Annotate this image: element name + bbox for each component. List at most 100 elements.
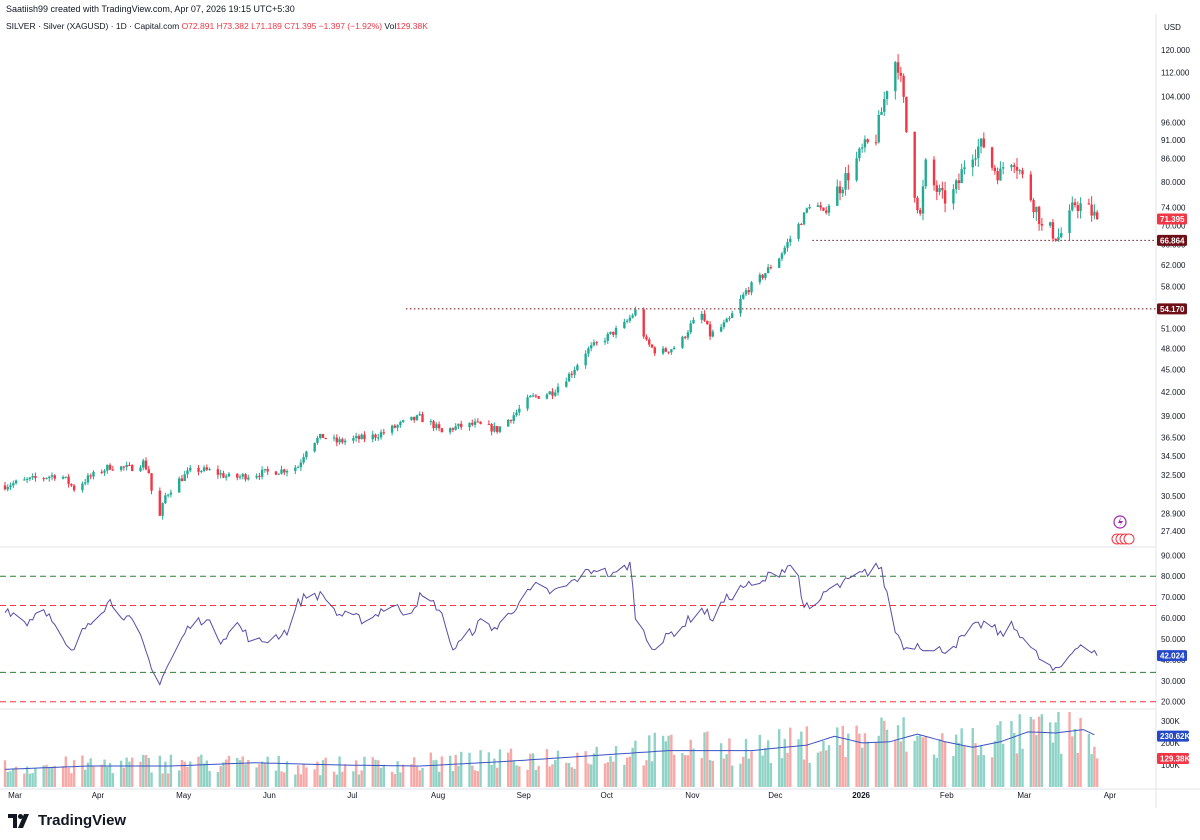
volume-tick-label: 100K: [1161, 761, 1180, 770]
volume-bar: [1015, 753, 1019, 787]
volume-bar: [963, 746, 966, 787]
volume-bar: [825, 750, 828, 787]
chart-canvas[interactable]: 120.000 112.000 104.000 96.000 91.000 86.000 8…: [0, 0, 1200, 808]
candle-body: [418, 414, 421, 416]
level-price-tag-text: 54.170: [1160, 305, 1185, 314]
candle-body: [719, 327, 723, 332]
volume-bar: [993, 741, 997, 787]
candle-body: [518, 408, 521, 413]
time-axis[interactable]: Mar Apr May Jun Jul Aug Sep Oct Nov Dec 2026 Feb Mar…: [8, 791, 1116, 800]
candle-body: [650, 344, 654, 348]
volume-bar: [299, 774, 303, 787]
volume-bar: [200, 754, 203, 787]
candle-body: [354, 435, 358, 438]
candle-body: [971, 159, 974, 168]
volume-bar: [454, 754, 457, 787]
candle-body: [534, 395, 538, 397]
candle-body: [952, 189, 955, 204]
volume-bar: [592, 753, 596, 787]
volume-bar: [730, 765, 734, 787]
volume-bar: [64, 756, 68, 787]
volume-bar: [241, 756, 244, 787]
candle-body: [612, 331, 615, 335]
volume-bar: [360, 770, 363, 787]
candle-body: [819, 205, 822, 208]
tradingview-logo[interactable]: TradingView: [8, 812, 126, 829]
volume-bar: [236, 757, 239, 787]
candle-body: [158, 490, 162, 516]
volume-bar: [565, 762, 568, 787]
volume-bar: [711, 760, 715, 787]
volume-bar: [429, 752, 433, 787]
volume-bar: [1013, 732, 1016, 787]
volume-bar: [177, 770, 181, 787]
candle-body: [108, 464, 112, 470]
candle-body: [166, 494, 170, 496]
volume-bar: [324, 757, 327, 787]
candle-body: [294, 467, 297, 471]
volume-bar: [661, 735, 665, 787]
candle-body: [747, 290, 750, 293]
candle-body: [761, 274, 764, 279]
candle-body: [1079, 203, 1082, 211]
price-tick-label: 112.000: [1161, 68, 1190, 77]
rsi-tick-label: 60.000: [1161, 614, 1186, 623]
candle-body: [64, 476, 68, 478]
volume-bar: [603, 763, 607, 787]
price-axis[interactable]: 120.000 112.000 104.000 96.000 91.000 86.000 8…: [1157, 46, 1190, 536]
rsi-axis[interactable]: 90.00080.00070.00060.00050.00040.00030.0…: [1157, 551, 1187, 707]
time-tick-label: Sep: [517, 791, 532, 800]
volume-bar: [589, 764, 593, 787]
volume-bar: [935, 758, 939, 787]
price-tick-label: 42.000: [1161, 388, 1186, 397]
volume-bar: [413, 757, 416, 787]
candle-body: [479, 421, 482, 424]
candle-body: [863, 139, 867, 148]
dividends-icon[interactable]: [1111, 533, 1135, 545]
volume-bar: [899, 741, 903, 787]
volume-bar: [609, 756, 612, 787]
volume-bar: [166, 773, 170, 787]
candle-body: [623, 321, 626, 329]
price-tick-label: 70.000: [1161, 221, 1186, 230]
volume-bar: [739, 763, 742, 787]
volume-bar: [977, 755, 980, 787]
volume-bar: [216, 772, 220, 787]
volume-bar: [531, 753, 535, 787]
candle-body: [360, 434, 363, 440]
candle-body: [266, 469, 269, 472]
candle-body: [943, 190, 947, 204]
candle-body: [841, 189, 844, 194]
candle-body: [382, 432, 386, 434]
candle-body: [742, 294, 745, 299]
volume-bar: [628, 756, 632, 787]
volume-bar: [48, 767, 51, 787]
candle-body: [1015, 166, 1019, 171]
symbol-label[interactable]: SILVER · Silver (XAGUSD) · 1D · Capital.…: [6, 21, 180, 31]
volume-bar: [296, 765, 300, 787]
volume-bar: [460, 751, 463, 787]
volume-bar: [238, 760, 242, 787]
volume-bar: [100, 764, 103, 787]
volume-bar: [111, 773, 115, 787]
candle-body: [437, 424, 441, 429]
volume-bar: [700, 758, 703, 787]
volume-bar: [277, 755, 280, 787]
volume-bar: [913, 740, 916, 787]
volume-axis[interactable]: 300K 200K 100K 230.62K 129.38K: [1157, 717, 1190, 770]
alert-icons[interactable]: [1111, 515, 1135, 545]
candle-body: [147, 469, 150, 474]
volume-bar: [61, 766, 65, 787]
candle-body: [822, 207, 825, 211]
candle-body: [1076, 205, 1080, 211]
candle-body: [396, 425, 399, 428]
candle-body: [512, 415, 515, 421]
candle-body: [498, 426, 502, 432]
candle-body: [9, 485, 12, 488]
volume-bar: [83, 769, 87, 787]
volume-bar: [952, 756, 955, 787]
candle-body: [144, 460, 148, 470]
flash-icon[interactable]: [1113, 515, 1127, 529]
candle-body: [1037, 206, 1041, 224]
candle-body: [913, 131, 916, 198]
